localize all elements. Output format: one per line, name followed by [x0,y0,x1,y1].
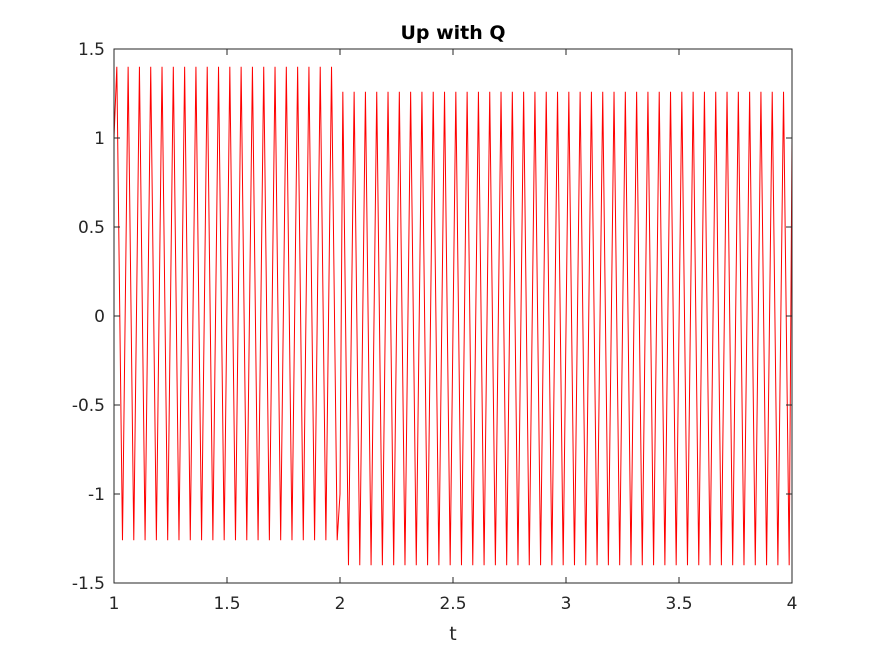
x-tick-label: 2 [335,594,346,614]
x-tick-label: 1.5 [213,594,240,614]
ticks-layer: 1 1.5 2 2.5 3 3.5 4 -1.5 -1 -0.5 0 0.5 1 1.5 [72,40,798,614]
x-tick-label: 3.5 [665,594,692,614]
chart-title: Up with Q [400,22,505,44]
y-tick-label: -0.5 [72,396,105,416]
y-tick-label: 1.5 [78,40,105,60]
x-tick-label: 2.5 [439,594,466,614]
y-tick-label: 0.5 [78,218,105,238]
y-tick-label: -1.5 [72,574,105,594]
y-tick-label: 1 [94,129,105,149]
x-axis-label: t [449,623,456,645]
series-layer [113,66,793,566]
series-line-signal [113,66,793,566]
y-tick-label: -1 [88,485,105,505]
x-tick-label: 4 [787,594,798,614]
y-tick-label: 0 [94,307,105,327]
x-tick-label: 3 [561,594,572,614]
x-tick-label: 1 [109,594,120,614]
